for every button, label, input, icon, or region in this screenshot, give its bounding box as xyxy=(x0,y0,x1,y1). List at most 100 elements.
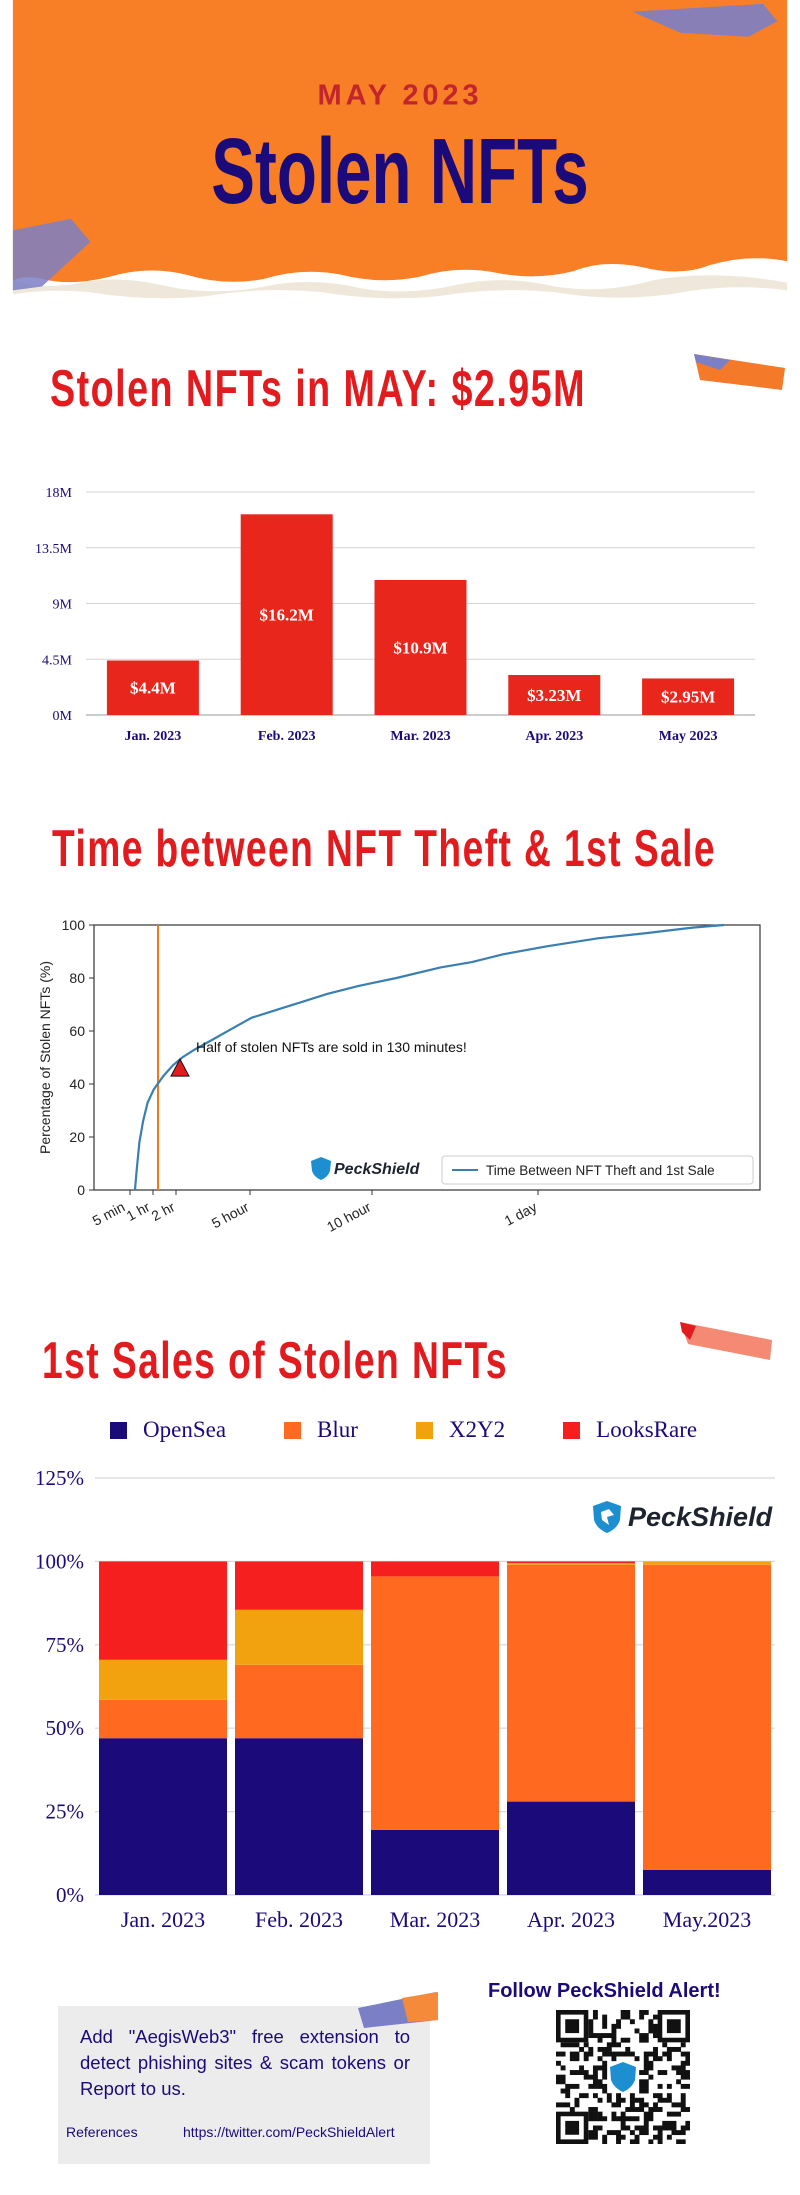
stacked-bar-segment-x2y2 xyxy=(99,1659,227,1700)
x-tick-label: Mar. 2023 xyxy=(390,729,450,744)
svg-text:Time between NFT Theft & 1st S: Time between NFT Theft & 1st Sale xyxy=(52,820,716,878)
y-tick-label: 9M xyxy=(53,598,73,613)
x-tick-label: Apr. 2023 xyxy=(527,1907,615,1932)
stacked-bar-segment-looksrare xyxy=(507,1561,635,1564)
month-label: MAY 2023 xyxy=(318,80,483,112)
y-tick-label: 50% xyxy=(46,1716,85,1740)
y-tick-label: 125% xyxy=(35,1466,84,1490)
stacked-bar-segment-looksrare xyxy=(371,1561,499,1577)
y-tick-label: 0M xyxy=(53,709,73,724)
legend-label: X2Y2 xyxy=(448,1417,506,1442)
stacked-bar-segment-opensea xyxy=(99,1738,227,1895)
decor-brush-top-right xyxy=(632,3,778,37)
legend-label: OpenSea xyxy=(143,1417,227,1442)
svg-text:Stolen NFTs in MAY: $2.95M: Stolen NFTs in MAY: $2.95M xyxy=(50,360,586,418)
y-tick-label: 40 xyxy=(69,1076,85,1092)
x-tick-label: May 2023 xyxy=(659,729,718,744)
y-tick-label: 4.5M xyxy=(42,653,73,668)
bar xyxy=(642,678,735,715)
section3-title: 1st Sales of Stolen NFTs xyxy=(42,1332,508,1390)
stacked-bar-segment-x2y2 xyxy=(235,1609,363,1665)
legend-swatch xyxy=(563,1421,581,1439)
references-link[interactable]: https://twitter.com/PeckShieldAlert xyxy=(183,2124,395,2140)
x-tick-label: 5 min xyxy=(90,1199,128,1229)
y-tick-label: 60 xyxy=(69,1023,85,1039)
peckshield-logo-text: PeckShield xyxy=(628,1501,773,1532)
stacked-bar-segment-opensea xyxy=(643,1869,771,1895)
qr-code[interactable] xyxy=(556,2010,690,2144)
decor-brush-section1 xyxy=(694,354,785,390)
legend-swatch xyxy=(415,1421,433,1439)
series-line-theft-to-sale xyxy=(133,923,725,1191)
x-tick-label: Feb. 2023 xyxy=(255,1907,343,1932)
peckshield-logo-large: PeckShield xyxy=(592,1500,772,1534)
bar-data-label: $3.23M xyxy=(527,686,581,705)
stacked-bar-segment-x2y2 xyxy=(507,1563,635,1565)
x-tick-label: Mar. 2023 xyxy=(390,1907,480,1932)
y-axis-label: Percentage of Stolen NFTs (%) xyxy=(37,961,53,1154)
y-tick-label: 100 xyxy=(62,917,86,933)
bar xyxy=(508,674,601,715)
x-tick-label: Apr. 2023 xyxy=(525,729,583,744)
x-tick-label: May.2023 xyxy=(663,1907,751,1932)
qr-finder-pattern xyxy=(657,2010,690,2043)
annotation-marker xyxy=(170,1058,190,1077)
y-tick-label: 25% xyxy=(46,1800,85,1824)
stacked-bar-segment-blur xyxy=(643,1564,771,1870)
bar-data-label: $10.9M xyxy=(393,638,447,657)
bar xyxy=(106,660,199,715)
bar-data-label: $4.4M xyxy=(130,679,176,698)
follow-prompt: Follow PeckShield Alert! xyxy=(488,1980,721,2002)
legend-opensea: OpenSea xyxy=(110,1417,226,1443)
x-tick-label: Jan. 2023 xyxy=(125,729,182,744)
y-tick-label: 18M xyxy=(46,486,73,501)
y-tick-label: 80 xyxy=(69,970,85,986)
qr-finder-pattern xyxy=(556,2010,589,2043)
y-tick-label: 20 xyxy=(69,1129,85,1145)
extension-note-text: Add "AegisWeb3" free extension to detect… xyxy=(80,2026,410,2099)
stacked-bar-segment-x2y2 xyxy=(643,1561,771,1565)
peckshield-logo-small: PeckShield xyxy=(311,1157,421,1180)
legend-box xyxy=(441,1155,754,1185)
x-tick-label: 5 hour xyxy=(209,1198,252,1231)
stacked-bar-segment-blur xyxy=(235,1664,363,1739)
x-tick-label: Jan. 2023 xyxy=(121,1907,205,1932)
bar-data-label: $16.2M xyxy=(260,606,314,625)
legend-label: Blur xyxy=(317,1417,358,1442)
x-tick-label: 1 day xyxy=(502,1199,540,1229)
decor-brush-footer xyxy=(358,1992,438,2028)
stacked-bar-segment-opensea xyxy=(235,1738,363,1895)
y-tick-label: 0% xyxy=(56,1883,84,1907)
legend-blur: Blur xyxy=(284,1417,358,1443)
legend-label: LooksRare xyxy=(596,1417,698,1442)
stolen-value-bar-chart: 0M 4.5M 9M 13.5M 18M $4.4M Jan. 2023 $16.2M Feb.… xyxy=(35,486,755,744)
y-tick-label: 0 xyxy=(77,1182,85,1198)
extension-note-box xyxy=(58,2006,430,2164)
bar-data-label: $2.95M xyxy=(661,688,715,707)
bar xyxy=(374,579,467,715)
bar xyxy=(240,514,333,715)
y-tick-label: 75% xyxy=(46,1633,85,1657)
decor-brush-section3 xyxy=(680,1322,772,1360)
stacked-bar-segment-looksrare xyxy=(99,1561,227,1660)
marketplace-share-stacked-chart: 0% 25% 50% 75% 100% 125% Jan. 2023 Feb. 2023 Mar… xyxy=(35,1466,775,1932)
header-background xyxy=(12,0,788,283)
peckshield-logo-text: PeckShield xyxy=(334,1161,421,1178)
references-label: References xyxy=(66,2124,138,2140)
peckshield-shield-icon xyxy=(593,1501,621,1533)
x-tick-label: 2 hr xyxy=(149,1198,178,1224)
legend-swatch xyxy=(110,1421,127,1439)
annotation-text: Half of stolen NFTs are sold in 130 minu… xyxy=(196,1039,467,1055)
y-tick-label: 100% xyxy=(35,1549,84,1573)
stacked-bar-segment-blur xyxy=(371,1576,499,1830)
legend-label: Time Between NFT Theft and 1st Sale xyxy=(486,1163,715,1178)
legend-swatch xyxy=(284,1421,302,1439)
svg-text:1st Sales of Stolen NFTs: 1st Sales of Stolen NFTs xyxy=(42,1332,508,1390)
qr-finder-pattern xyxy=(556,2111,589,2144)
qr-center-shield-icon xyxy=(610,2062,636,2092)
section1-title: Stolen NFTs in MAY: $2.95M xyxy=(50,360,586,418)
header-torn-edge xyxy=(12,275,788,299)
stacked-bar-segment-opensea xyxy=(507,1801,635,1895)
marketplace-legend: OpenSea Blur X2Y2 LooksRare xyxy=(110,1412,750,1448)
theft-to-sale-line-chart: 0 20 40 60 80 100 Percentage of Stolen NFTs (%… xyxy=(37,917,761,1235)
